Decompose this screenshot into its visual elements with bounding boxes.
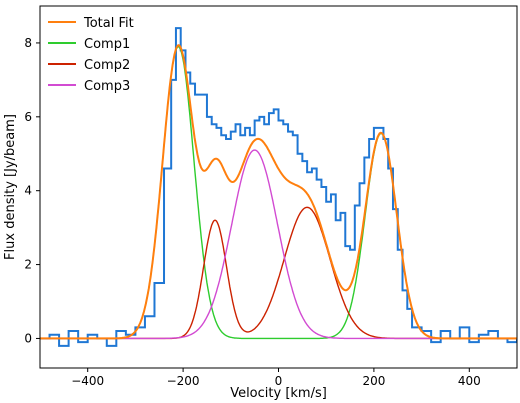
- legend-entry: Comp2: [84, 58, 130, 73]
- x-tick-label: 400: [458, 374, 481, 388]
- y-tick-label: 2: [24, 258, 32, 272]
- legend-entry: Comp1: [84, 37, 130, 52]
- y-axis: 0 2 4 6 8: [24, 36, 40, 345]
- legend-entry: Comp3: [84, 79, 130, 94]
- x-tick-label: 0: [275, 374, 283, 388]
- y-tick-label: 0: [24, 331, 32, 345]
- x-axis: −400 −200 0 200 400: [71, 368, 481, 388]
- legend-entry: Total Fit: [83, 16, 134, 31]
- x-axis-title: Velocity [km/s]: [230, 386, 327, 401]
- x-tick-label: 200: [362, 374, 385, 388]
- y-axis-title: Flux density [Jy/beam]: [3, 114, 18, 260]
- legend: Total Fit Comp1 Comp2 Comp3: [48, 16, 134, 94]
- series-line-comp3: [40, 149, 517, 340]
- y-tick-label: 4: [24, 184, 32, 198]
- x-tick-label: −200: [167, 374, 200, 388]
- y-tick-label: 8: [24, 36, 32, 50]
- y-tick-label: 6: [24, 110, 32, 124]
- series-line-total-fit: [40, 44, 517, 340]
- observed-spectrum-line: [40, 27, 517, 347]
- series-layer: [40, 27, 517, 347]
- x-tick-label: −400: [71, 374, 104, 388]
